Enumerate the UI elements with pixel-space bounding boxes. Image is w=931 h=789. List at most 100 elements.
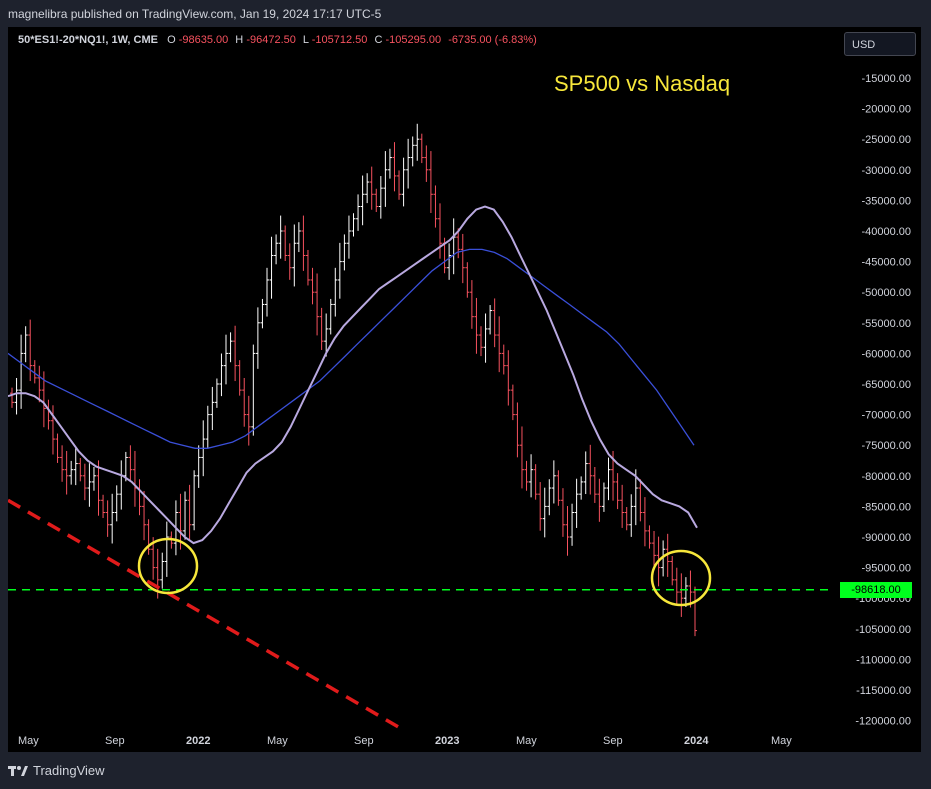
- price-bar: [278, 215, 283, 259]
- price-bar: [19, 334, 24, 409]
- y-tick-label: -85000.00: [861, 501, 911, 513]
- price-bar: [315, 273, 320, 336]
- y-tick-label: -80000.00: [861, 471, 911, 483]
- price-bar: [160, 552, 165, 589]
- price-bar: [438, 203, 443, 259]
- price-bar: [488, 305, 493, 335]
- price-bar: [410, 136, 415, 167]
- y-tick-label: -115000.00: [856, 685, 911, 697]
- fast-moving-average: [8, 205, 698, 545]
- price-bar: [615, 473, 620, 510]
- x-tick-label: May: [771, 735, 792, 747]
- price-bar: [132, 450, 137, 507]
- price-bar: [447, 243, 452, 280]
- price-bar: [515, 402, 520, 458]
- price-bar: [246, 395, 251, 446]
- price-bar: [305, 249, 310, 286]
- price-bar: [82, 463, 87, 501]
- price-bar: [296, 222, 301, 253]
- price-bar: [60, 445, 65, 482]
- price-bar: [146, 519, 151, 555]
- price-bar: [492, 298, 497, 348]
- price-bar: [601, 482, 606, 512]
- price-bar: [237, 360, 242, 396]
- price-bars: [10, 123, 697, 637]
- price-bar: [269, 236, 274, 299]
- price-bar: [478, 326, 483, 357]
- price-bar: [255, 307, 260, 369]
- low-value: -105712.50: [311, 34, 368, 46]
- price-bar: [620, 484, 625, 528]
- highlight-circle-2021: [137, 537, 199, 595]
- price-bar: [629, 494, 634, 537]
- price-bar: [542, 487, 547, 538]
- price-bar: [351, 213, 356, 237]
- y-tick-label: -110000.00: [856, 654, 911, 666]
- price-bar: [287, 243, 292, 280]
- price-bar: [137, 479, 142, 516]
- y-tick-label: -25000.00: [861, 134, 911, 146]
- price-bar: [365, 173, 370, 204]
- price-bar: [32, 360, 37, 384]
- price-bar: [14, 378, 19, 415]
- price-bar: [210, 386, 215, 431]
- price-bar: [50, 405, 55, 455]
- price-bar: [274, 234, 279, 265]
- currency-button[interactable]: USD: [844, 32, 916, 56]
- price-bar: [214, 378, 219, 408]
- price-bar: [519, 426, 524, 489]
- symbol-label: 50*ES1!-20*NQ1!, 1W, CME: [18, 34, 158, 46]
- price-bar: [401, 157, 406, 207]
- y-tick-label: -40000.00: [861, 226, 911, 238]
- price-bar: [433, 185, 438, 228]
- price-bar: [465, 262, 470, 298]
- x-axis: May Sep 2022 May Sep 2023 May Sep 2024 May: [18, 735, 792, 747]
- price-bar: [415, 123, 420, 161]
- change-value: -6735.00 (-6.83%): [448, 34, 537, 46]
- price-bar: [360, 175, 365, 226]
- price-bar: [565, 506, 570, 556]
- price-bar: [69, 460, 74, 485]
- price-bar: [624, 507, 629, 531]
- slow-moving-average: [8, 248, 695, 449]
- price-bar: [96, 460, 101, 516]
- tradingview-logo-icon: [8, 765, 28, 776]
- price-bar: [260, 298, 265, 329]
- y-tick-label: -15000.00: [861, 73, 911, 85]
- price-bar: [574, 478, 579, 528]
- price-bar: [374, 188, 379, 213]
- price-bar: [41, 371, 46, 428]
- price-bar: [301, 215, 306, 271]
- price-bar: [579, 476, 584, 500]
- open-label: O: [167, 34, 176, 46]
- y-tick-label: -20000.00: [861, 104, 911, 116]
- price-bar: [547, 479, 552, 516]
- price-bar: [642, 497, 647, 547]
- price-bar: [460, 233, 465, 284]
- highlight-circle-2024: [650, 549, 712, 607]
- price-bar: [670, 555, 675, 586]
- price-bar: [319, 307, 324, 350]
- price-bar: [64, 450, 69, 495]
- y-tick-label: -60000.00: [861, 348, 911, 360]
- price-bar: [55, 433, 60, 463]
- y-tick-label: -90000.00: [861, 532, 911, 544]
- price-bar: [87, 463, 92, 507]
- price-bar: [679, 573, 684, 617]
- price-bar: [105, 500, 110, 537]
- close-value: -105295.00: [385, 34, 442, 46]
- y-tick-label: -65000.00: [861, 379, 911, 391]
- footer: TradingView: [8, 763, 105, 778]
- price-bar: [383, 151, 388, 207]
- price-bar: [164, 521, 169, 577]
- chart-panel[interactable]: -15000.00 -20000.00 -25000.00 -30000.00 -350…: [8, 27, 921, 752]
- y-tick-label: -75000.00: [861, 440, 911, 452]
- price-bar: [428, 151, 433, 214]
- chart-svg[interactable]: -15000.00 -20000.00 -25000.00 -30000.00 -350…: [8, 27, 921, 752]
- price-bar: [242, 378, 247, 427]
- price-bar: [119, 460, 124, 510]
- price-bar: [205, 405, 210, 448]
- y-tick-label: -30000.00: [861, 165, 911, 177]
- x-tick-label: Sep: [105, 735, 125, 747]
- price-bar: [693, 586, 697, 637]
